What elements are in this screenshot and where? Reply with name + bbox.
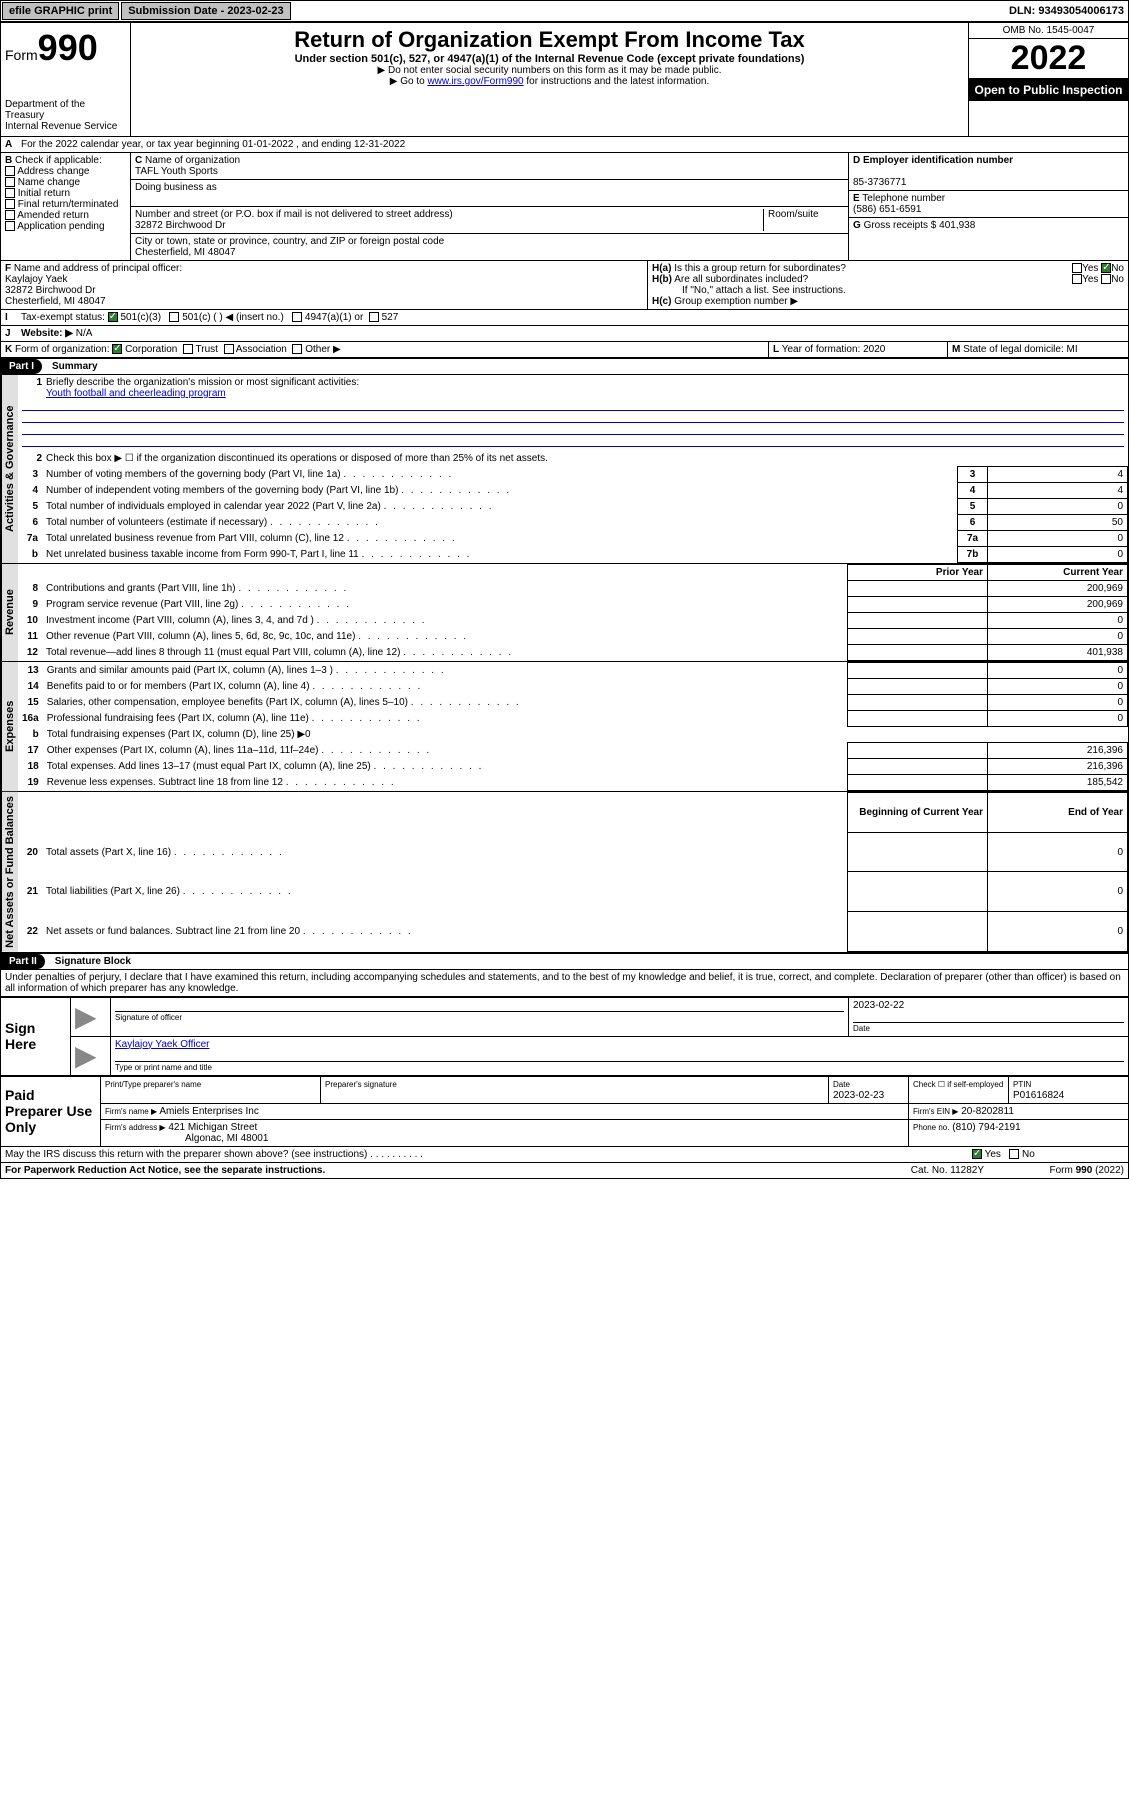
efile-button[interactable]: efile GRAPHIC print	[2, 2, 119, 20]
subtitle-2: Do not enter social security numbers on …	[135, 65, 964, 76]
form-header: Form990 Department of the Treasury Inter…	[0, 22, 1129, 137]
line-a: A For the 2022 calendar year, or tax yea…	[0, 137, 1129, 153]
section-j: J Website: ▶ N/A	[0, 326, 1129, 342]
top-bar: efile GRAPHIC print Submission Date - 20…	[0, 0, 1129, 22]
checkbox-option[interactable]: Amended return	[5, 210, 126, 221]
section-klm: K Form of organization: Corporation Trus…	[0, 342, 1129, 358]
part-2-header: Part II Signature Block	[0, 953, 1129, 970]
open-to-public: Open to Public Inspection	[969, 79, 1128, 101]
section-h: H(a) Is this a group return for subordin…	[648, 261, 1128, 309]
footer: For Paperwork Reduction Act Notice, see …	[0, 1163, 1129, 1179]
org-address: 32872 Birchwood Dr	[135, 220, 226, 231]
checkbox-option[interactable]: Initial return	[5, 188, 126, 199]
subtitle-1: Under section 501(c), 527, or 4947(a)(1)…	[135, 53, 964, 65]
checkbox-option[interactable]: Name change	[5, 177, 126, 188]
phone: (586) 651-6591	[853, 204, 921, 215]
checkbox-option[interactable]: Final return/terminated	[5, 199, 126, 210]
checkbox-option[interactable]: Address change	[5, 166, 126, 177]
dln-label: DLN: 93493054006173	[1005, 5, 1128, 17]
irs-link[interactable]: www.irs.gov/Form990	[427, 76, 523, 87]
vlabel-net: Net Assets or Fund Balances	[1, 792, 18, 952]
ein: 85-3736771	[853, 177, 906, 188]
section-i: I Tax-exempt status: 501(c)(3) 501(c) ( …	[0, 310, 1129, 326]
form-number: Form990	[5, 27, 126, 69]
subtitle-3: ▶ Go to www.irs.gov/Form990 for instruct…	[135, 76, 964, 87]
perjury-declaration: Under penalties of perjury, I declare th…	[1, 970, 1128, 996]
section-f: F Name and address of principal officer:…	[1, 261, 648, 309]
net-assets-table: Beginning of Current YearEnd of Year20 T…	[18, 792, 1128, 952]
section-deg: D Employer identification number 85-3736…	[848, 153, 1128, 260]
submission-date-button[interactable]: Submission Date - 2023-02-23	[121, 2, 290, 20]
expenses-table: 13 Grants and similar amounts paid (Part…	[18, 662, 1128, 791]
gross-receipts: 401,938	[939, 220, 975, 231]
tax-year: 2022	[969, 39, 1128, 79]
vlabel-governance: Activities & Governance	[1, 375, 18, 563]
org-city: Chesterfield, MI 48047	[135, 247, 236, 258]
revenue-table: Prior YearCurrent Year8 Contributions an…	[18, 564, 1128, 661]
sign-here-table: Sign Here ▶ Signature of officer 2023-02…	[0, 997, 1129, 1076]
dept-treasury: Department of the Treasury	[5, 99, 126, 121]
part-1-header: Part I Summary	[0, 358, 1129, 375]
irs-label: Internal Revenue Service	[5, 121, 126, 132]
org-name: TAFL Youth Sports	[135, 166, 218, 177]
may-irs-discuss: May the IRS discuss this return with the…	[0, 1147, 1129, 1163]
checkbox-option[interactable]: Application pending	[5, 221, 126, 232]
section-b: B Check if applicable: Address change Na…	[1, 153, 131, 260]
mission-link[interactable]: Youth football and cheerleading program	[46, 388, 226, 399]
section-c: C Name of organization TAFL Youth Sports…	[131, 153, 848, 260]
officer-name-link[interactable]: Kaylajoy Yaek Officer	[115, 1039, 210, 1050]
form-title: Return of Organization Exempt From Incom…	[135, 27, 964, 53]
omb-number: OMB No. 1545-0047	[969, 23, 1128, 39]
governance-table: 3 Number of voting members of the govern…	[18, 466, 1128, 563]
vlabel-revenue: Revenue	[1, 564, 18, 661]
paid-preparer-table: Paid Preparer Use Only Print/Type prepar…	[0, 1076, 1129, 1147]
vlabel-expenses: Expenses	[1, 662, 18, 791]
